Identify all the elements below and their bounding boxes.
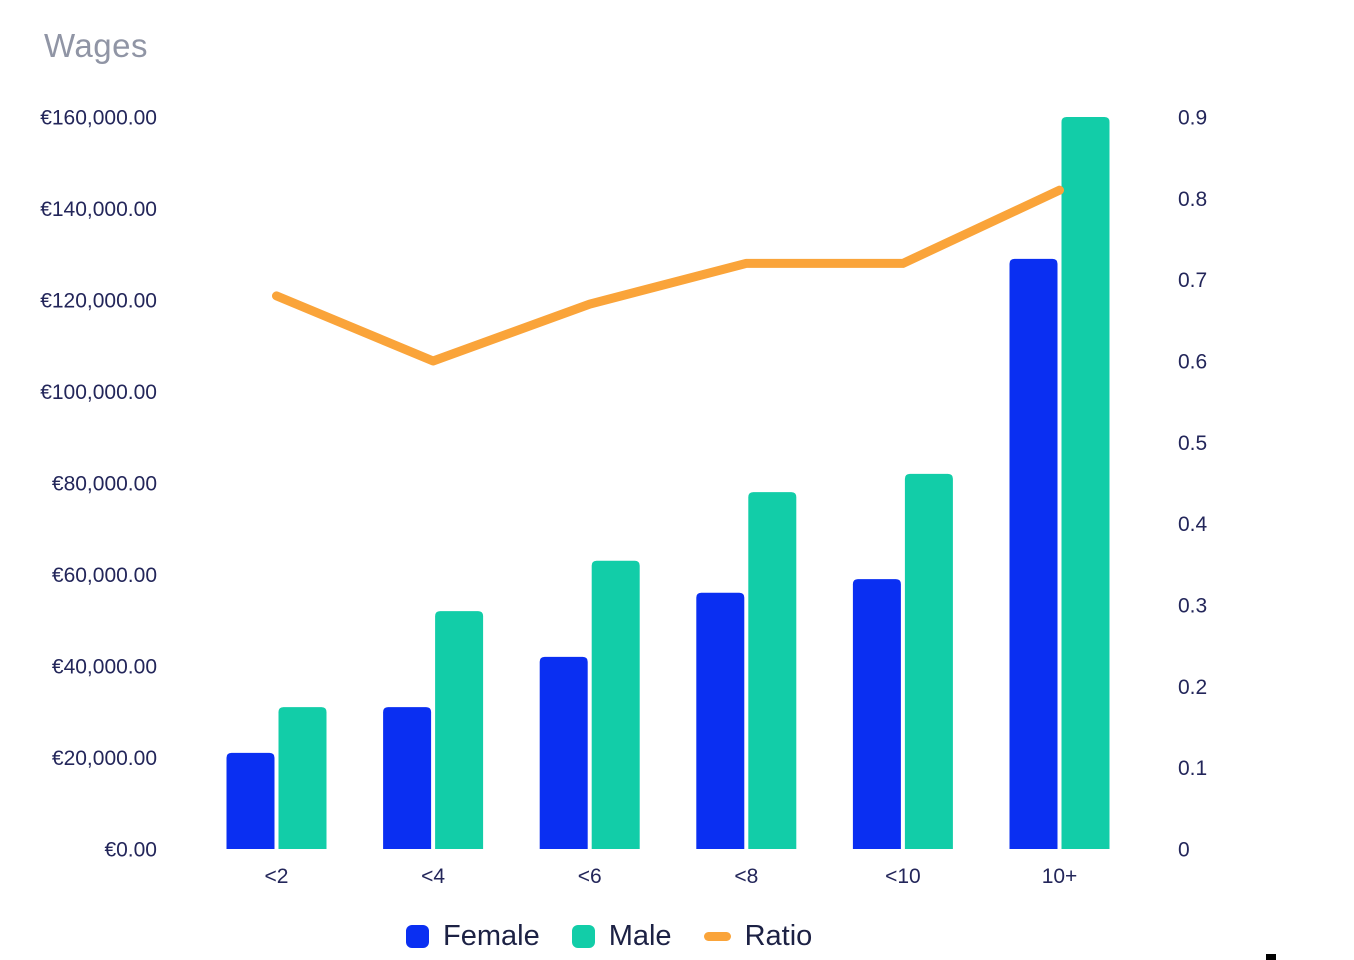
- left-axis-tick: €160,000.00: [40, 107, 157, 130]
- right-axis-tick: 0.6: [1178, 351, 1207, 374]
- ratio-series-dash-icon: [703, 932, 731, 941]
- bar-male-4[interactable]: [904, 473, 953, 849]
- legend-label-ratio: Ratio: [744, 920, 813, 952]
- left-axis-tick: €120,000.00: [40, 290, 157, 313]
- stray-mark: [1266, 954, 1276, 960]
- bar-male-5[interactable]: [1061, 117, 1110, 849]
- legend-item-female[interactable]: Female: [406, 920, 540, 953]
- right-axis-tick: 0.7: [1178, 269, 1207, 292]
- bar-male-3[interactable]: [748, 492, 797, 849]
- legend-label-male: Male: [608, 920, 672, 952]
- left-axis-tick: €100,000.00: [40, 381, 157, 404]
- right-axis-tick: 0.2: [1178, 676, 1207, 699]
- bar-female-5[interactable]: [1009, 258, 1058, 849]
- legend-item-male[interactable]: Male: [571, 920, 672, 953]
- x-axis-label: 10+: [1042, 865, 1078, 888]
- left-axis-tick: €40,000.00: [52, 656, 157, 679]
- left-axis-tick: €20,000.00: [52, 747, 157, 770]
- left-axis-tick: €140,000.00: [40, 198, 157, 221]
- x-axis-label: <10: [885, 865, 921, 888]
- ratio-line[interactable]: [272, 185, 1064, 366]
- bar-female-2[interactable]: [539, 656, 588, 849]
- right-axis-tick: 0.4: [1178, 513, 1208, 536]
- right-axis-tick: 0.8: [1178, 188, 1207, 211]
- right-axis-tick: 0.3: [1178, 595, 1207, 618]
- x-axis-label: <8: [734, 865, 758, 888]
- right-axis-tick: 0.5: [1178, 432, 1207, 455]
- chart-title: Wages: [44, 27, 148, 64]
- legend-label-female: Female: [443, 920, 540, 952]
- right-axis-tick: 0: [1178, 839, 1190, 862]
- legend: Female Male Ratio: [406, 920, 812, 953]
- legend-item-ratio[interactable]: Ratio: [703, 920, 813, 953]
- bar-female-3[interactable]: [696, 592, 745, 849]
- left-axis-tick: €60,000.00: [52, 564, 157, 587]
- bar-male-2[interactable]: [591, 560, 640, 849]
- left-axis-tick: €80,000.00: [52, 473, 157, 496]
- bar-male-1[interactable]: [435, 611, 484, 849]
- x-axis-label: <4: [421, 865, 445, 888]
- bar-female-4[interactable]: [852, 579, 901, 849]
- x-axis-label: <6: [578, 865, 602, 888]
- female-series-swatch-icon: [406, 925, 429, 948]
- x-axis-label: <2: [265, 865, 289, 888]
- right-axis-tick: 0.1: [1178, 757, 1207, 780]
- left-axis-tick: €0.00: [104, 839, 157, 862]
- male-series-swatch-icon: [571, 925, 595, 948]
- right-axis-tick: 0.9: [1178, 107, 1207, 130]
- bar-female-1[interactable]: [383, 707, 432, 849]
- bar-female-0[interactable]: [226, 752, 275, 849]
- bar-male-0[interactable]: [278, 707, 327, 849]
